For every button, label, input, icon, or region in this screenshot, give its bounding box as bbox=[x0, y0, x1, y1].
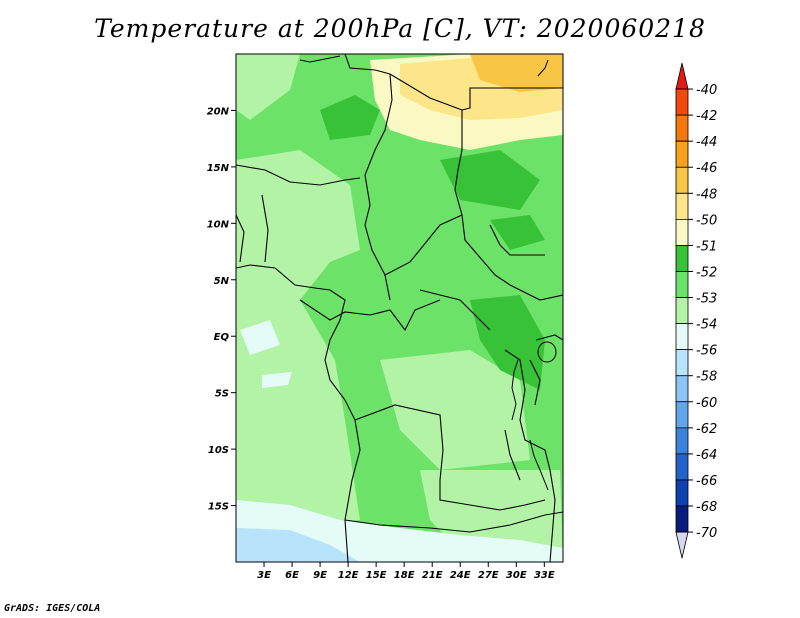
lat-tick-label: 10N bbox=[207, 219, 230, 230]
colorbar-segment bbox=[675, 192, 689, 220]
colorbar-segment bbox=[675, 88, 689, 116]
map-frame bbox=[235, 53, 564, 563]
lon-tick-label: 9E bbox=[313, 570, 327, 581]
temperature-field bbox=[236, 54, 563, 562]
lat-tick-label: 5S bbox=[215, 389, 229, 400]
colorbar-segment bbox=[675, 323, 689, 351]
colorbar-segment bbox=[675, 453, 689, 481]
colorbar-label: -44 bbox=[696, 135, 717, 150]
colorbar-segment bbox=[675, 427, 689, 455]
colorbar-segment bbox=[675, 531, 689, 559]
axis-ticks: 3E 6E 9E 12E 15E 18E 21E 24E 27E 30E 33E 20N 15N 10N 5… bbox=[207, 106, 555, 581]
colorbar-label: -53 bbox=[696, 292, 717, 307]
colorbar-label: -54 bbox=[696, 318, 717, 333]
colorbar-segment bbox=[675, 297, 689, 324]
lon-tick-label: 3E bbox=[257, 570, 271, 581]
colorbar-segment bbox=[675, 375, 689, 403]
colorbar-label: -66 bbox=[696, 474, 717, 489]
colorbar-label: -40 bbox=[696, 83, 717, 98]
lon-tick-label: 15E bbox=[366, 570, 387, 581]
lon-tick-label: 33E bbox=[534, 570, 555, 581]
colorbar-label: -68 bbox=[696, 500, 717, 515]
lat-tick-label: 5N bbox=[214, 276, 230, 287]
colorbar-segment bbox=[675, 140, 689, 168]
colorbar-label: -62 bbox=[696, 422, 717, 437]
colorbar-segment bbox=[675, 218, 689, 246]
colorbar-label: -64 bbox=[696, 448, 717, 463]
lon-tick-label: 24E bbox=[450, 570, 471, 581]
colorbar: -40 -42 -44 -46 -48 -50 -51 -52 -53 -54 -56 -58 -60 -… bbox=[675, 62, 717, 559]
lat-tick-label: 10S bbox=[208, 445, 229, 456]
lat-tick-label: 15S bbox=[208, 502, 229, 513]
lon-tick-label: 6E bbox=[285, 570, 299, 581]
colorbar-label: -48 bbox=[696, 187, 717, 202]
colorbar-label: -60 bbox=[696, 396, 717, 411]
colorbar-segment bbox=[675, 505, 689, 533]
lon-tick-label: 21E bbox=[422, 570, 443, 581]
colorbar-label: -51 bbox=[696, 239, 717, 254]
colorbar-segment bbox=[675, 114, 689, 142]
colorbar-segment bbox=[675, 401, 689, 429]
colorbar-label: -42 bbox=[696, 109, 717, 124]
colorbar-segment bbox=[675, 271, 689, 298]
country-borders bbox=[236, 54, 563, 562]
lat-tick-label: 15N bbox=[207, 163, 230, 174]
lon-tick-label: 27E bbox=[478, 570, 499, 581]
lakes bbox=[511, 59, 557, 491]
colorbar-label: -50 bbox=[696, 213, 717, 228]
colorbar-segment bbox=[675, 479, 689, 507]
colorbar-segment bbox=[675, 245, 689, 272]
lon-tick-label: 12E bbox=[338, 570, 359, 581]
colorbar-label: -70 bbox=[696, 526, 717, 541]
colorbar-label: -52 bbox=[696, 265, 717, 280]
lat-tick-label: 20N bbox=[207, 106, 230, 117]
colorbar-segment bbox=[675, 349, 689, 377]
colorbar-label: -56 bbox=[696, 344, 717, 359]
colorbar-label: -46 bbox=[696, 161, 717, 176]
lat-tick-label: EQ bbox=[214, 332, 230, 343]
grads-credit: GrADS: IGES/COLA bbox=[4, 603, 101, 614]
lon-tick-label: 30E bbox=[506, 570, 527, 581]
colorbar-segment bbox=[675, 62, 689, 90]
colorbar-segment bbox=[675, 166, 689, 194]
lon-tick-label: 18E bbox=[394, 570, 415, 581]
colorbar-label: -58 bbox=[696, 370, 717, 385]
plot-title: Temperature at 200hPa [C], VT: 202006021… bbox=[94, 14, 706, 43]
